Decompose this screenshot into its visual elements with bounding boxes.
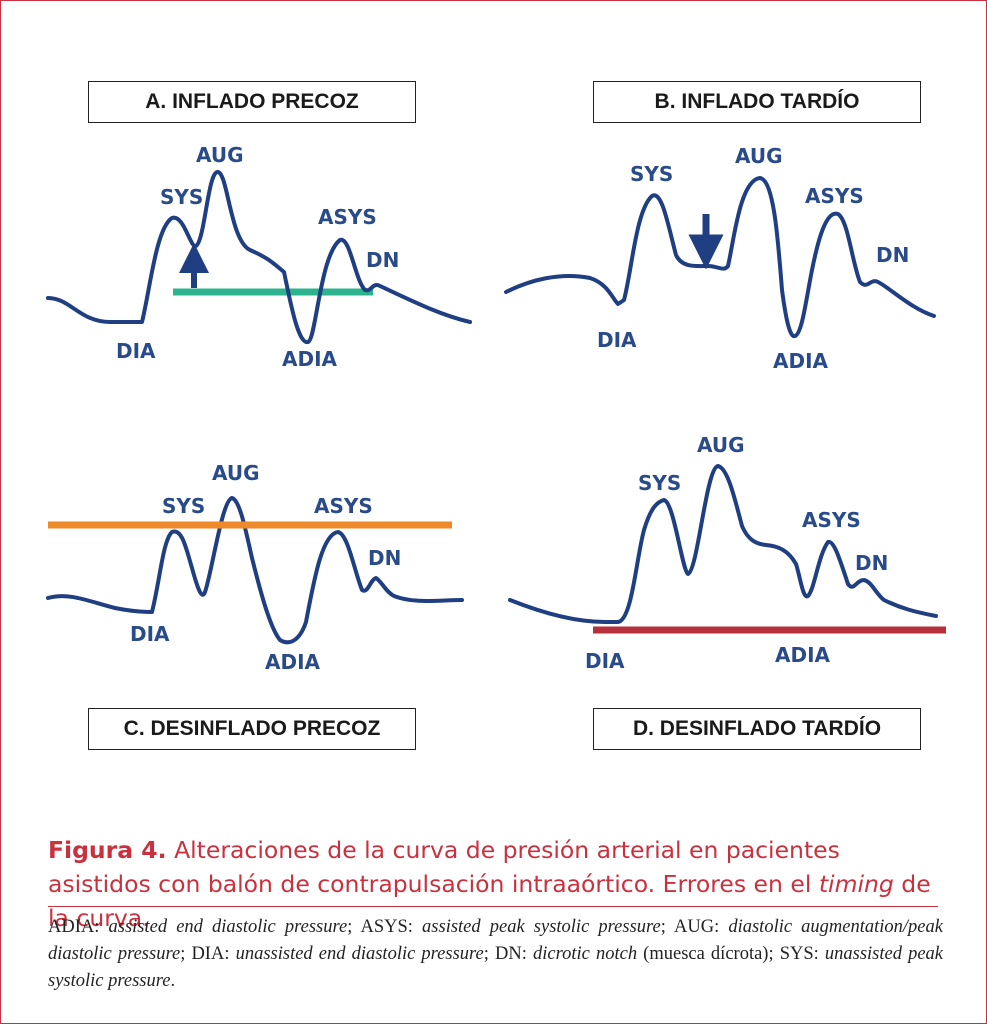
panel-b-title: B. INFLADO TARDÍO	[593, 81, 921, 123]
legend-desc: diastolic augmentation/peak diastolic pr…	[48, 917, 943, 964]
legend-desc: unassisted peak systolic pressure	[48, 944, 944, 991]
legend-abbr: AUG:	[674, 917, 729, 937]
panel-c-label-asys: ASYS	[314, 494, 373, 518]
panel-a-diagram: AUG SYS ASYS DN DIA ADIA	[46, 143, 472, 371]
panel-d-label-dn: DN	[855, 551, 888, 575]
panel-d-label-sys: SYS	[638, 471, 681, 495]
panel-d-label-aug: AUG	[697, 433, 745, 457]
legend-sep: ;	[180, 944, 192, 964]
panel-a-label-dn: DN	[366, 248, 399, 272]
legend-abbr: ADIA:	[48, 917, 109, 937]
panel-c-label-dia: DIA	[130, 622, 170, 646]
waveform-diagram: AUG SYS ASYS DN DIA ADIA AUG SYS ASYS DN…	[46, 143, 946, 674]
legend-sep: ;	[347, 917, 361, 937]
legend-sep: (muesca dícrota);	[637, 944, 780, 964]
panel-a-pressure-wave	[46, 169, 472, 344]
panel-a-label-adia: ADIA	[282, 347, 338, 371]
panel-d-label-dia: DIA	[585, 649, 625, 673]
legend-abbr: ASYS:	[360, 917, 423, 937]
panel-d-diagram: AUG SYS ASYS DN DIA ADIA	[508, 433, 946, 673]
panel-d-title: D. DESINFLADO TARDÍO	[593, 708, 921, 750]
panel-c-label-sys: SYS	[162, 494, 205, 518]
panel-b-label-aug: AUG	[735, 144, 783, 168]
panel-c-label-adia: ADIA	[265, 650, 321, 674]
legend-desc: dicrotic notch	[533, 944, 638, 964]
legend-abbr: SYS:	[779, 944, 825, 964]
panel-c-pressure-wave	[46, 496, 464, 645]
panel-b-pressure-wave	[504, 176, 936, 338]
caption-divider	[48, 906, 938, 907]
panel-d-label-adia: ADIA	[775, 643, 831, 667]
panel-a-label-sys: SYS	[160, 185, 203, 209]
panel-d-label-asys: ASYS	[802, 508, 861, 532]
panel-b-label-asys: ASYS	[805, 184, 864, 208]
legend-sep: .	[170, 971, 176, 991]
panel-a-label-dia: DIA	[116, 339, 156, 363]
panel-c-diagram: AUG SYS ASYS DN DIA ADIA	[46, 461, 464, 674]
panel-b-label-sys: SYS	[630, 162, 673, 186]
panel-a-label-aug: AUG	[196, 143, 244, 167]
figure-caption: Figura 4. Alteraciones de la curva de pr…	[48, 833, 948, 935]
legend-sep: ;	[483, 944, 496, 964]
abbreviation-legend: ADIA: assisted end diastolic pressure; A…	[48, 914, 943, 995]
figure-caption-text: Alteraciones de la curva de presión arte…	[48, 836, 840, 898]
legend-desc: assisted end diastolic pressure	[108, 917, 348, 937]
panel-b-label-adia: ADIA	[773, 349, 829, 373]
legend-desc: assisted peak systolic pressure	[422, 917, 661, 937]
panel-b-label-dn: DN	[876, 243, 909, 267]
panel-b-diagram: AUG SYS ASYS DN DIA ADIA	[504, 144, 936, 373]
figure-label: Figura 4.	[48, 836, 167, 864]
panel-c-title: C. DESINFLADO PRECOZ	[88, 708, 416, 750]
panel-a-title: A. INFLADO PRECOZ	[88, 81, 416, 123]
panel-c-label-dn: DN	[368, 546, 401, 570]
legend-abbr: DIA:	[191, 944, 236, 964]
figure-caption-end: de la curva.	[48, 870, 931, 932]
legend-abbr: DN:	[495, 944, 533, 964]
panel-b-label-dia: DIA	[597, 328, 637, 352]
panel-c-label-aug: AUG	[212, 461, 260, 485]
panel-a-label-asys: ASYS	[318, 205, 377, 229]
legend-sep: ;	[660, 917, 674, 937]
figure-caption-italic: timing	[818, 870, 894, 898]
legend-desc: unassisted end diastolic pressure	[235, 944, 484, 964]
panel-d-pressure-wave	[508, 464, 938, 624]
